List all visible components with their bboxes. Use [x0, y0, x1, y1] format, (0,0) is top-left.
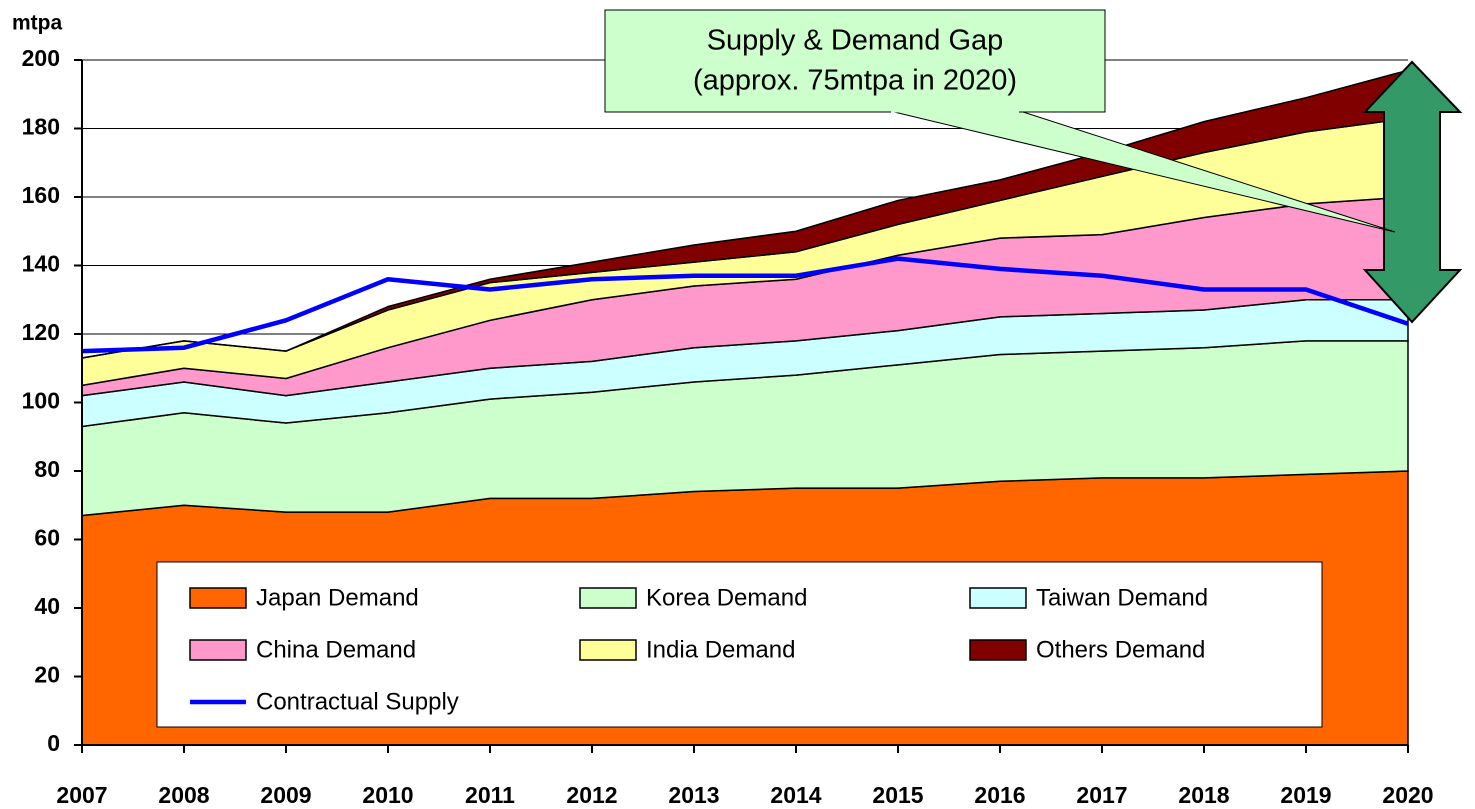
- x-tick-label: 2009: [260, 782, 311, 808]
- y-tick-label: 0: [47, 730, 60, 756]
- x-tick-label: 2020: [1382, 782, 1433, 808]
- y-tick-label: 60: [34, 525, 60, 551]
- legend-swatch: [969, 587, 1027, 609]
- legend-label: Japan Demand: [256, 584, 419, 611]
- y-tick-label: 100: [22, 388, 60, 414]
- line: [81, 256, 1409, 354]
- x-tick-label: 2014: [770, 782, 821, 808]
- x-tick-label: 2012: [566, 782, 617, 808]
- legend-label: Korea Demand: [646, 584, 807, 611]
- x-tick-label: 2018: [1178, 782, 1229, 808]
- gap-arrow: [1362, 60, 1463, 324]
- legend: [156, 561, 1323, 728]
- y-tick-label: 40: [34, 593, 60, 619]
- x-tick-label: 2013: [668, 782, 719, 808]
- legend-label: Taiwan Demand: [1036, 584, 1208, 611]
- y-tick-label: 120: [22, 319, 60, 345]
- legend-label: China Demand: [256, 636, 416, 663]
- y-tick-label: 200: [22, 45, 60, 71]
- legend-swatch: [189, 639, 247, 661]
- y-tick-label: 180: [22, 114, 60, 140]
- x-tick-label: 2010: [362, 782, 413, 808]
- legend-label: India Demand: [646, 636, 795, 663]
- annotation: (approx. 75mtpa in 2020): [693, 65, 1017, 97]
- x-tick-label: 2008: [158, 782, 209, 808]
- y-axis-label: mtpa: [12, 12, 62, 35]
- legend-label: Others Demand: [1036, 636, 1205, 663]
- legend-swatch: [579, 587, 637, 609]
- x-tick-label: 2016: [974, 782, 1025, 808]
- y-tick-label: 80: [34, 456, 60, 482]
- callout-box: [604, 9, 1106, 113]
- legend-swatch: [969, 639, 1027, 661]
- y-tick-label: 160: [22, 182, 60, 208]
- x-tick-label: 2007: [56, 782, 107, 808]
- legend-label: Contractual Supply: [256, 688, 459, 715]
- x-tick-label: 2019: [1280, 782, 1331, 808]
- y-tick-label: 140: [22, 251, 60, 277]
- legend-swatch: [189, 587, 247, 609]
- annotation: Supply & Demand Gap: [707, 25, 1004, 57]
- legend-swatch: [579, 639, 637, 661]
- x-tick-label: 2017: [1076, 782, 1127, 808]
- y-tick-label: 20: [34, 662, 60, 688]
- x-tick-label: 2011: [465, 782, 515, 808]
- x-tick-label: 2015: [872, 782, 923, 808]
